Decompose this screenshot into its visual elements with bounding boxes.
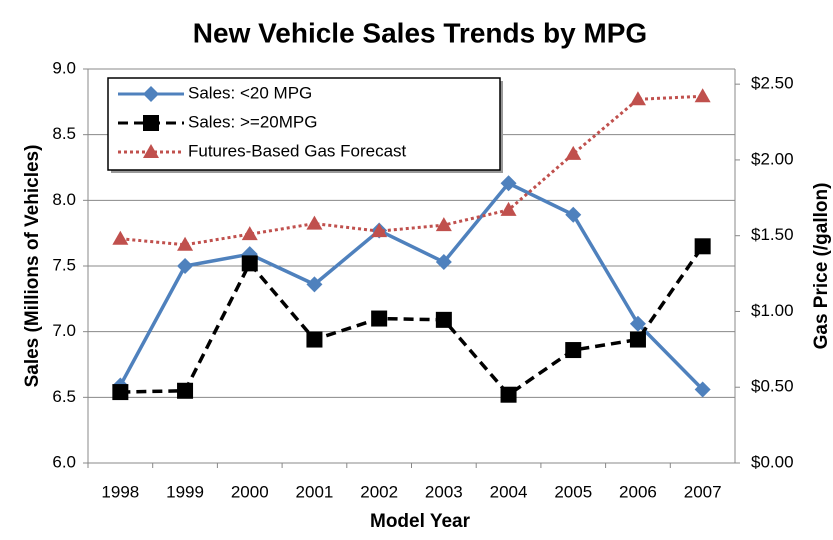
y-tick-label: 8.0 [52,190,76,209]
point [112,384,129,401]
legend-label: Sales: >=20MPG [188,112,317,131]
x-tick-label: 1998 [101,482,139,501]
legend-label: Sales: <20 MPG [188,83,312,102]
point [435,254,452,271]
y2-tick-label: $1.50 [751,225,794,244]
point [306,276,323,293]
x-tick-label: 2000 [231,482,269,501]
series-line [118,181,704,391]
y2-tick-label: $2.00 [751,149,794,168]
point [565,145,582,160]
point [177,236,194,251]
point [371,310,388,327]
chart-title: New Vehicle Sales Trends by MPG [193,17,647,48]
y-tick-label: 7.5 [52,255,76,274]
point [565,206,582,223]
point [112,230,129,245]
y2-tick-label: $1.00 [751,301,794,320]
point [694,381,711,398]
y2-tick-label: $0.00 [751,452,794,471]
legend-marker [143,115,159,131]
point [500,175,517,192]
x-tick-label: 1999 [166,482,204,501]
x-tick-label: 2004 [490,482,528,501]
x-tick-label: 2006 [619,482,657,501]
point [177,382,194,399]
point [629,315,646,332]
point [241,226,258,241]
point [306,215,323,230]
point [500,386,517,403]
legend-marker [143,144,159,158]
y2-tick-label: $2.50 [751,74,794,93]
x-tick-label: 2002 [360,482,398,501]
point [629,331,646,348]
y-axis-title: Sales (Millions of Vehicles) [22,145,43,388]
point [435,311,452,328]
y-tick-label: 9.0 [52,58,76,77]
x-tick-label: 2005 [554,482,592,501]
point [500,201,517,216]
y2-tick-label: $0.50 [751,377,794,396]
point [241,255,258,272]
y-tick-label: 7.0 [52,321,76,340]
point [435,217,452,232]
legend-marker [143,86,159,102]
x-tick-label: 2001 [296,482,334,501]
point [629,91,646,106]
y2-axis-title: Gas Price (/gallon) [811,183,832,350]
point [177,258,194,274]
point [306,331,323,348]
y-tick-label: 6.5 [52,387,76,406]
x-axis-title: Model Year [370,511,471,532]
x-tick-label: 2007 [684,482,722,501]
point [694,88,711,103]
series-line [120,94,703,247]
point [565,342,582,359]
y-tick-label: 6.0 [52,452,76,471]
legend-label: Futures-Based Gas Forecast [188,141,407,160]
series-line [120,245,705,398]
point [694,238,711,255]
point [371,223,388,238]
y-tick-label: 8.5 [52,124,76,143]
x-tick-label: 2003 [425,482,463,501]
